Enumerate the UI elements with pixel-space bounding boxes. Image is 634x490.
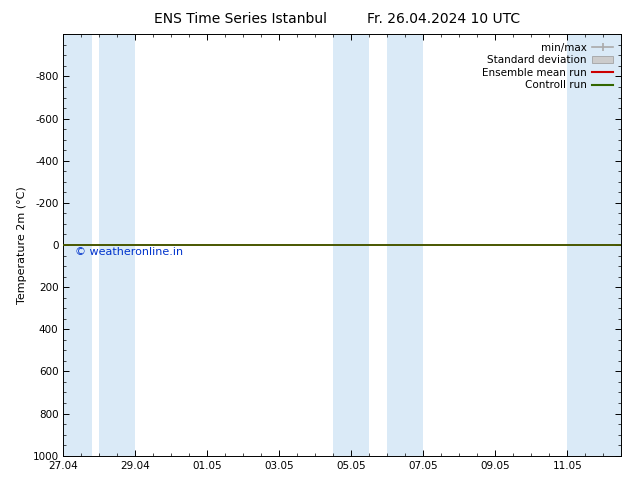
Y-axis label: Temperature 2m (°C): Temperature 2m (°C) — [17, 186, 27, 304]
Text: Fr. 26.04.2024 10 UTC: Fr. 26.04.2024 10 UTC — [367, 12, 521, 26]
Bar — [63, 34, 92, 456]
Bar — [100, 34, 136, 456]
Legend: min/max, Standard deviation, Ensemble mean run, Controll run: min/max, Standard deviation, Ensemble me… — [479, 40, 616, 94]
Text: ENS Time Series Istanbul: ENS Time Series Istanbul — [155, 12, 327, 26]
Bar — [567, 34, 621, 456]
Bar — [333, 34, 370, 456]
Bar — [387, 34, 424, 456]
Text: © weatheronline.in: © weatheronline.in — [75, 247, 183, 257]
